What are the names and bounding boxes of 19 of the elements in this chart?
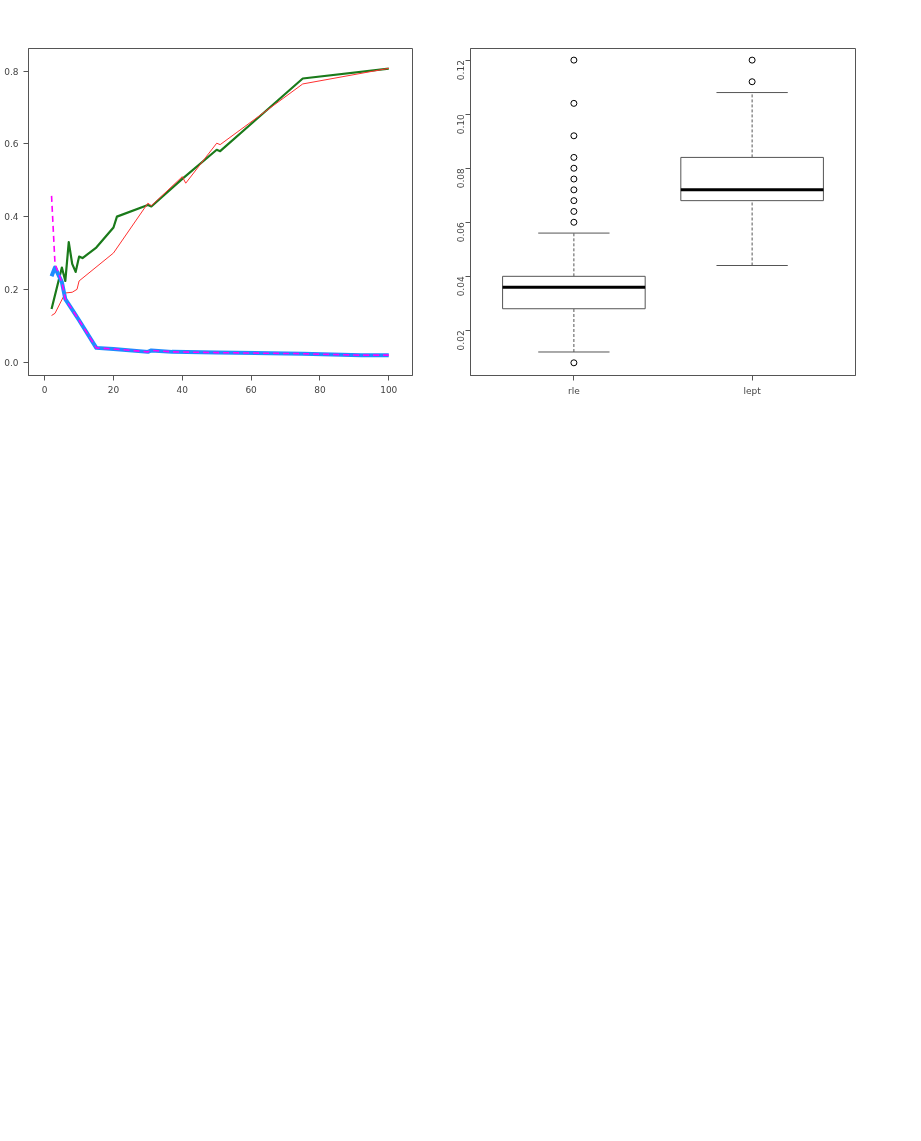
x-tick-label: 0	[41, 384, 48, 395]
y-tick-label: 0.2	[4, 284, 19, 295]
y-tick-label: 0.12	[456, 60, 466, 81]
y-tick-label: 0.0	[4, 357, 19, 368]
y-tick-label: 0.04	[456, 276, 466, 297]
x-tick-label: rle	[568, 385, 581, 396]
x-tick-label: 60	[245, 384, 258, 395]
x-tick-label: 100	[380, 384, 398, 395]
y-tick-label: 0.02	[456, 330, 466, 351]
y-tick-label: 0.10	[456, 113, 466, 135]
y-tick-label: 0.08	[456, 167, 466, 189]
y-tick-label: 0.06	[456, 222, 466, 243]
y-tick-label: 0.6	[4, 139, 19, 150]
x-tick-label: 80	[314, 384, 326, 395]
x-tick-label: 20	[107, 384, 120, 395]
y-tick-label: 0.8	[4, 66, 19, 77]
x-tick-label: lept	[743, 385, 762, 396]
y-tick-label: 0.4	[4, 212, 19, 223]
x-tick-label: 40	[176, 384, 189, 395]
